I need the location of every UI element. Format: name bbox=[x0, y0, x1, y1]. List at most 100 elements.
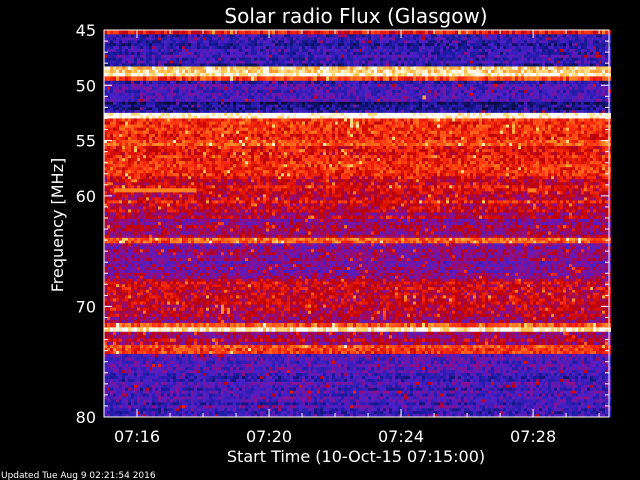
heatmap-cell bbox=[215, 73, 218, 77]
heatmap-cell bbox=[368, 99, 371, 102]
heatmap-cell bbox=[515, 116, 518, 119]
heatmap-cell bbox=[602, 73, 605, 77]
heatmap-cell bbox=[569, 102, 572, 105]
heatmap-cell bbox=[203, 76, 206, 81]
heatmap-cell bbox=[284, 110, 287, 113]
heatmap-cell bbox=[113, 61, 116, 64]
heatmap-cell bbox=[386, 58, 389, 61]
heatmap-cell bbox=[227, 116, 230, 119]
heatmap-cell bbox=[365, 37, 368, 40]
heatmap-cell bbox=[341, 40, 344, 43]
heatmap-cell bbox=[554, 49, 557, 52]
heatmap-cell bbox=[380, 81, 383, 84]
heatmap-cell bbox=[155, 58, 158, 61]
heatmap-cell bbox=[530, 30, 533, 35]
heatmap-cell bbox=[218, 99, 221, 102]
heatmap-cell bbox=[272, 61, 275, 64]
heatmap-cell bbox=[584, 84, 587, 87]
heatmap-cell bbox=[410, 66, 413, 70]
heatmap-cell bbox=[359, 70, 362, 74]
heatmap-cell bbox=[119, 113, 122, 116]
heatmap-cell bbox=[578, 116, 581, 119]
heatmap-cell bbox=[407, 30, 410, 35]
heatmap-cell bbox=[308, 113, 311, 116]
heatmap-cell bbox=[236, 58, 239, 61]
heatmap-cell bbox=[473, 37, 476, 40]
heatmap-cell bbox=[218, 49, 221, 52]
heatmap-cell bbox=[395, 116, 398, 119]
heatmap-cell bbox=[242, 40, 245, 43]
heatmap-cell bbox=[194, 99, 197, 102]
heatmap-cell bbox=[452, 70, 455, 74]
heatmap-cell bbox=[467, 49, 470, 52]
heatmap-cell bbox=[509, 105, 512, 108]
heatmap-cell bbox=[152, 76, 155, 81]
heatmap-cell bbox=[503, 43, 506, 46]
heatmap-cell bbox=[209, 87, 212, 90]
heatmap-cell bbox=[506, 34, 509, 37]
heatmap-cell bbox=[338, 81, 341, 84]
heatmap-cell bbox=[515, 46, 518, 49]
heatmap-cell bbox=[479, 43, 482, 46]
heatmap-cell bbox=[257, 113, 260, 116]
heatmap-cell bbox=[359, 87, 362, 90]
heatmap-cell bbox=[542, 43, 545, 46]
heatmap-cell bbox=[344, 96, 347, 99]
heatmap-cell bbox=[476, 96, 479, 99]
heatmap-cell bbox=[131, 55, 134, 58]
heatmap-cell bbox=[215, 116, 218, 119]
heatmap-cell bbox=[176, 73, 179, 77]
heatmap-cell bbox=[311, 37, 314, 40]
heatmap-cell bbox=[542, 37, 545, 40]
heatmap-cell bbox=[491, 58, 494, 61]
heatmap-cell bbox=[230, 40, 233, 43]
heatmap-cell bbox=[494, 87, 497, 90]
heatmap-cell bbox=[434, 61, 437, 64]
heatmap-cell bbox=[548, 84, 551, 87]
heatmap-cell bbox=[437, 66, 440, 70]
heatmap-cell bbox=[305, 118, 308, 121]
heatmap-cell bbox=[518, 93, 521, 96]
heatmap-cell bbox=[536, 76, 539, 81]
heatmap-cell bbox=[593, 66, 596, 70]
heatmap-cell bbox=[140, 52, 143, 55]
heatmap-cell bbox=[539, 87, 542, 90]
heatmap-cell bbox=[332, 113, 335, 116]
heatmap-cell bbox=[125, 110, 128, 113]
heatmap-cell bbox=[470, 49, 473, 52]
heatmap-cell bbox=[476, 110, 479, 113]
heatmap-cell bbox=[404, 37, 407, 40]
heatmap-cell bbox=[359, 84, 362, 87]
heatmap-cell bbox=[545, 84, 548, 87]
heatmap-cell bbox=[170, 107, 173, 110]
heatmap-cell bbox=[377, 70, 380, 74]
heatmap-cell bbox=[518, 76, 521, 81]
heatmap-cell bbox=[605, 64, 608, 67]
heatmap-cell bbox=[413, 113, 416, 116]
heatmap-cell bbox=[122, 37, 125, 40]
heatmap-cell bbox=[443, 66, 446, 70]
heatmap-cell bbox=[251, 46, 254, 49]
heatmap-cell bbox=[551, 40, 554, 43]
heatmap-cell bbox=[353, 99, 356, 102]
heatmap-cell bbox=[473, 99, 476, 102]
heatmap-cell bbox=[182, 66, 185, 70]
heatmap-cell bbox=[464, 99, 467, 102]
heatmap-cell bbox=[206, 70, 209, 74]
heatmap-cell bbox=[308, 105, 311, 108]
heatmap-cell bbox=[353, 46, 356, 49]
heatmap-cell bbox=[515, 107, 518, 110]
heatmap-cell bbox=[452, 52, 455, 55]
heatmap-cell bbox=[521, 116, 524, 119]
heatmap-cell bbox=[485, 102, 488, 105]
heatmap-cell bbox=[359, 40, 362, 43]
heatmap-cell bbox=[158, 99, 161, 102]
heatmap-cell bbox=[596, 30, 599, 35]
heatmap-cell bbox=[383, 96, 386, 99]
heatmap-cell bbox=[551, 93, 554, 96]
heatmap-cell bbox=[455, 37, 458, 40]
heatmap-cell bbox=[512, 96, 515, 99]
heatmap-cell bbox=[479, 99, 482, 102]
heatmap-cell bbox=[446, 64, 449, 67]
heatmap-cell bbox=[380, 76, 383, 81]
